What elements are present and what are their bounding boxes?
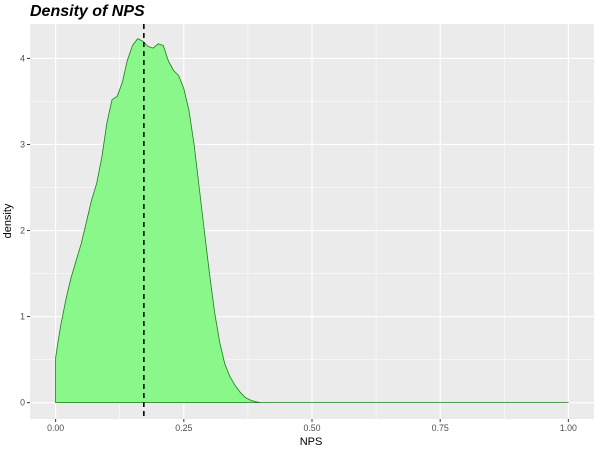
y-tick-label: 0	[20, 398, 25, 408]
y-axis: 0 1 2 3 4	[20, 53, 30, 408]
x-axis: 0.00 0.25 0.50 0.75 1.00	[47, 419, 577, 433]
y-tick-label: 2	[20, 226, 25, 236]
x-axis-title: NPS	[300, 436, 323, 448]
y-tick-label: 4	[20, 53, 25, 63]
x-tick-label: 0.50	[303, 423, 320, 433]
y-tick-label: 3	[20, 139, 25, 149]
y-axis-title: density	[2, 203, 14, 238]
y-tick-label: 1	[20, 312, 25, 322]
density-areas	[55, 38, 569, 403]
density-area	[55, 38, 569, 403]
x-tick-label: 0.00	[47, 423, 64, 433]
x-tick-label: 1.00	[560, 423, 577, 433]
chart-title: Density of NPS	[30, 3, 145, 20]
x-tick-label: 0.75	[432, 423, 449, 433]
x-tick-label: 0.25	[175, 423, 192, 433]
